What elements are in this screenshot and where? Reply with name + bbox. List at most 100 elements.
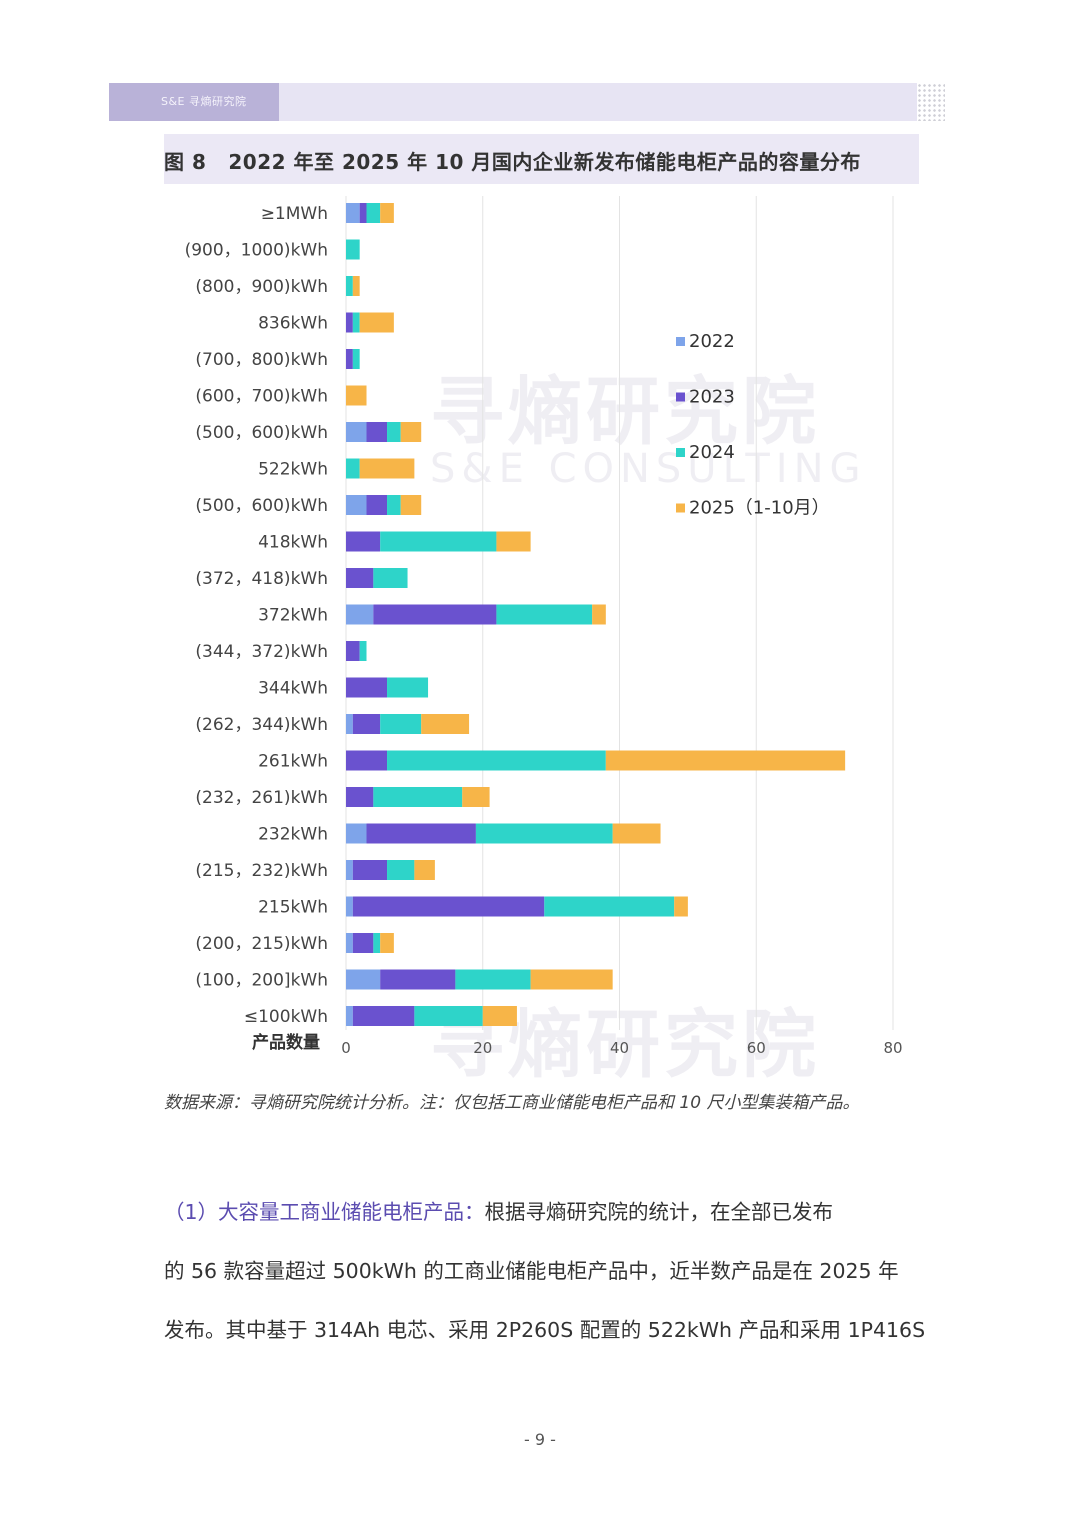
figure-number: 图 8	[164, 150, 207, 174]
bar-segment	[380, 531, 497, 552]
category-label: (900，1000)kWh	[185, 241, 328, 261]
category-label: 372kWh	[258, 606, 328, 626]
bar-segment	[346, 276, 353, 296]
bar-segment	[462, 787, 490, 807]
legend-swatch	[676, 337, 685, 346]
bar-segment	[346, 896, 353, 917]
category-label: ≥1MWh	[261, 204, 328, 224]
bar-segment	[482, 1006, 517, 1026]
bar-segment	[605, 750, 846, 771]
bar-segment	[359, 641, 367, 661]
figure-title-text: 2022 年至 2025 年 10 月国内企业新发布储能电柜产品的容量分布	[228, 150, 861, 174]
bar-segment	[359, 312, 394, 333]
bar-segment	[352, 714, 381, 734]
category-label: (215，232)kWh	[195, 861, 328, 881]
figure-title-band	[164, 134, 919, 184]
legend-label: 2025（1-10月）	[689, 498, 830, 519]
bar-segment	[387, 677, 429, 698]
legend-label: 2024	[689, 442, 735, 463]
bar-segment	[387, 750, 606, 771]
bar-segment	[400, 495, 422, 515]
bar-segment	[346, 860, 353, 880]
category-label: ≤100kWh	[244, 1007, 328, 1027]
bar-segment	[380, 714, 422, 734]
category-label: 418kWh	[258, 533, 328, 553]
capacity-distribution-chart: 0 20 40 60 80 ≥1MWh (900，1000)kWh (800，900)kWh 8…	[185, 196, 903, 1057]
bar-segment	[352, 349, 360, 369]
bar-segment	[346, 714, 353, 734]
bar-segment	[366, 422, 388, 442]
bar-segment	[455, 969, 531, 990]
page-number: - 9 -	[524, 1430, 556, 1449]
bar-segment	[496, 604, 593, 625]
x-tick-label: 0	[341, 1039, 351, 1057]
bar-segment	[352, 860, 388, 880]
bar-segment	[414, 860, 435, 880]
bar-segment	[352, 933, 374, 953]
x-tick-label: 80	[883, 1039, 902, 1057]
bar-segment	[359, 458, 415, 479]
paragraph-line-3: 发布。其中基于 314Ah 电芯、采用 2P260S 配置的 522kWh 产品…	[164, 1318, 926, 1342]
bar-segment	[346, 385, 367, 406]
bar-segment	[496, 531, 531, 552]
paragraph-line-2: 的 56 款容量超过 500kWh 的工商业储能电柜产品中，近半数产品是在 20…	[164, 1259, 899, 1283]
bar-segment	[530, 969, 613, 990]
bar-segment	[612, 823, 661, 844]
bar-segment	[346, 750, 388, 771]
bar-segment	[359, 203, 367, 223]
bar-segment	[352, 1006, 415, 1026]
category-label: (500，600)kWh	[195, 496, 328, 516]
x-tick-label: 20	[473, 1039, 492, 1057]
bar-segment	[346, 787, 374, 807]
bar-segment	[346, 568, 374, 588]
bar-segment	[380, 969, 456, 990]
bar-segment	[373, 604, 497, 625]
category-label: (700，800)kWh	[195, 350, 328, 370]
legend-label: 2022	[689, 331, 735, 352]
category-label: (600，700)kWh	[195, 387, 328, 407]
bar-segment	[387, 422, 401, 442]
category-label: (344，372)kWh	[195, 642, 328, 662]
bar-segment	[674, 896, 688, 917]
legend-swatch	[676, 448, 685, 457]
bar-segment	[346, 458, 360, 479]
figure-title: 图 8 2022 年至 2025 年 10 月国内企业新发布储能电柜产品的容量分布	[164, 146, 861, 175]
bar-segment	[346, 823, 367, 844]
bar-segment	[346, 422, 367, 442]
category-label: 261kWh	[258, 752, 328, 772]
category-label: (200，215)kWh	[195, 934, 328, 954]
x-tick-label: 60	[747, 1039, 766, 1057]
bar-segment	[346, 604, 374, 625]
bar-segment	[400, 422, 422, 442]
paragraph-line-1: （1）大容量工商业储能电柜产品：根据寻熵研究院的统计，在全部已发布	[164, 1197, 919, 1227]
category-label: 232kWh	[258, 825, 328, 845]
bar-segment	[387, 860, 415, 880]
legend-label: 2023	[689, 387, 735, 408]
legend-swatch	[676, 392, 685, 402]
bar-segment	[387, 495, 401, 515]
bar-segment	[373, 568, 408, 588]
category-label: (372，418)kWh	[195, 569, 328, 589]
category-label: (262，344)kWh	[195, 715, 328, 735]
category-label: (100，200]kWh	[195, 971, 328, 991]
bar-segment	[346, 969, 381, 990]
category-label: 344kWh	[258, 679, 328, 699]
logo-text: S&E 寻熵研究院	[161, 95, 247, 108]
bar-segment	[346, 495, 367, 515]
paragraph-lead: （1）大容量工商业储能电柜产品：	[164, 1200, 485, 1224]
bar-segment	[346, 349, 353, 369]
bar-segment	[366, 495, 388, 515]
bar-segment	[380, 933, 394, 953]
bar-segment	[380, 203, 394, 223]
header-dot-pattern	[917, 83, 945, 121]
bar-segment	[373, 787, 463, 807]
bar-segment	[346, 1006, 353, 1026]
bar-segment	[346, 312, 353, 333]
bar-segment	[346, 531, 381, 552]
bar-segment	[366, 823, 476, 844]
bar-segment	[346, 203, 360, 223]
bar-segment	[346, 641, 360, 661]
bar-segment	[414, 1006, 483, 1026]
header-logo: S&E 寻熵研究院	[109, 83, 279, 121]
category-label: (500，600)kWh	[195, 423, 328, 443]
